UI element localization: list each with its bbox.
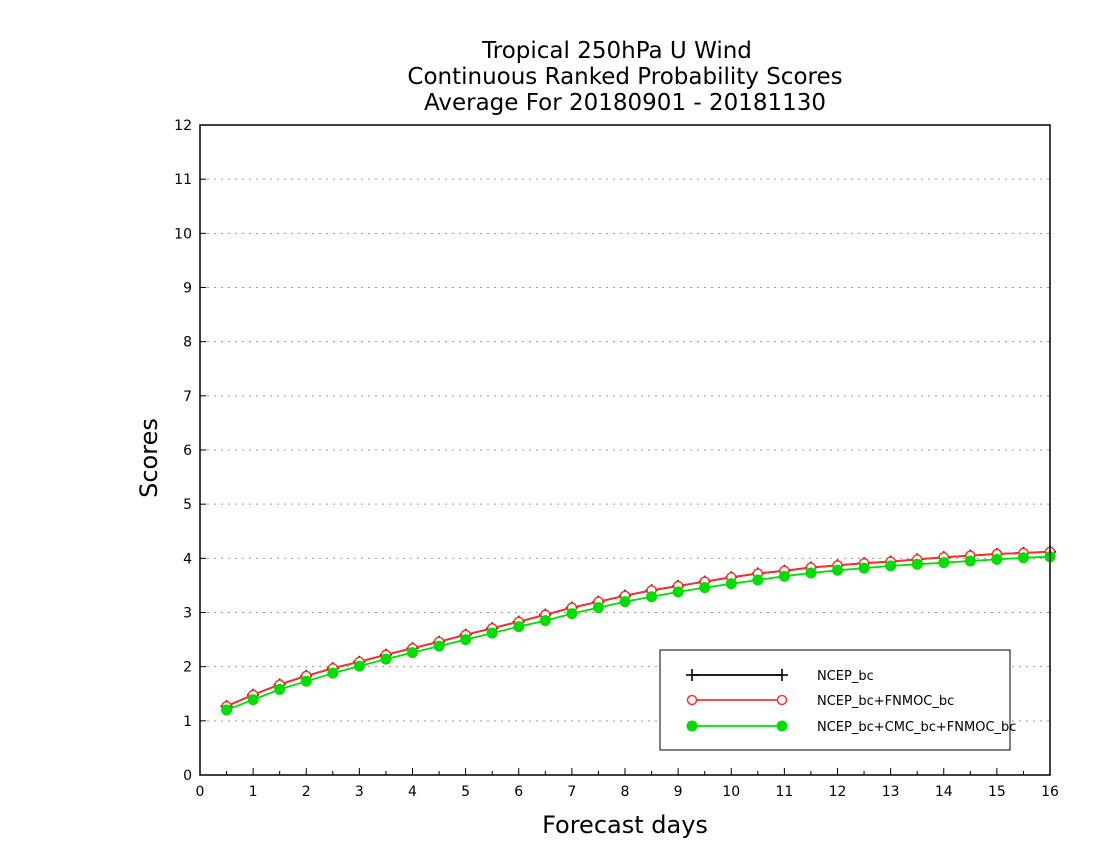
legend-label-1: NCEP_bc+FNMOC_bc xyxy=(817,694,954,709)
y-tick-label: 6 xyxy=(183,443,192,459)
data-point xyxy=(938,557,950,569)
data-point xyxy=(274,683,286,695)
data-point xyxy=(353,660,365,672)
data-point xyxy=(407,647,418,659)
chart-title-line-1: Tropical 250hPa U Wind xyxy=(481,38,752,64)
data-point xyxy=(539,615,551,627)
data-point xyxy=(778,570,790,582)
y-tick-label: 2 xyxy=(183,660,192,676)
data-point xyxy=(460,634,472,646)
data-point xyxy=(300,675,312,687)
x-tick-label: 2 xyxy=(302,784,311,800)
y-tick-label: 5 xyxy=(183,497,192,513)
series-layer xyxy=(220,545,1056,716)
data-point xyxy=(725,578,737,590)
y-tick-label: 11 xyxy=(174,172,192,188)
data-point xyxy=(991,553,1003,565)
data-point xyxy=(832,564,843,576)
data-point xyxy=(380,653,392,665)
y-tick-label: 8 xyxy=(183,335,192,351)
legend-label-2: NCEP_bc+CMC_bc+FNMOC_bc xyxy=(817,720,1016,735)
legend: NCEP_bc NCEP_bc+FNMOC_bc NCEP_bc+CMC_bc+FN… xyxy=(659,649,1016,751)
y-tick-label: 9 xyxy=(183,281,192,297)
data-point xyxy=(619,596,631,608)
x-tick-label: 3 xyxy=(355,784,364,800)
y-tick-label: 1 xyxy=(183,714,192,730)
legend-label-0: NCEP_bc xyxy=(817,669,874,684)
data-point xyxy=(327,667,339,679)
data-point xyxy=(885,560,897,572)
y-tick-label: 12 xyxy=(174,118,192,134)
x-tick-label: 5 xyxy=(461,784,470,800)
x-tick-label: 15 xyxy=(988,784,1006,800)
x-tick-label: 8 xyxy=(621,784,630,800)
data-point xyxy=(592,602,604,614)
data-point xyxy=(513,621,525,633)
legend-marker xyxy=(776,694,788,706)
data-point xyxy=(672,586,684,598)
data-point xyxy=(805,567,817,579)
x-axis-label: Forecast days xyxy=(542,811,708,839)
x-tick-label: 4 xyxy=(408,784,417,800)
x-tick-label: 13 xyxy=(882,784,900,800)
x-tick-label: 9 xyxy=(674,784,683,800)
legend-marker xyxy=(686,720,698,732)
y-tick-label: 3 xyxy=(183,606,192,622)
x-tick-label: 1 xyxy=(249,784,258,800)
legend-marker xyxy=(686,694,698,706)
x-tick-label: 10 xyxy=(722,784,740,800)
data-point xyxy=(566,608,578,620)
chart-title-line-2: Continuous Ranked Probability Scores xyxy=(407,64,842,90)
data-point xyxy=(699,582,711,594)
y-tick-label: 0 xyxy=(183,768,192,784)
legend-marker xyxy=(776,669,788,681)
x-tick-label: 6 xyxy=(514,784,523,800)
data-point xyxy=(646,591,658,603)
x-tick-label: 0 xyxy=(196,784,205,800)
data-point xyxy=(752,574,764,586)
x-tick-label: 14 xyxy=(935,784,953,800)
data-point xyxy=(964,555,976,567)
x-tick-label: 11 xyxy=(775,784,793,800)
chart-title-line-3: Average For 20180901 - 20181130 xyxy=(424,90,826,116)
x-tick-label: 7 xyxy=(567,784,576,800)
data-point xyxy=(221,704,233,716)
data-point xyxy=(433,640,445,652)
y-axis-label: Scores xyxy=(135,418,163,498)
data-point xyxy=(858,562,870,574)
gridlines xyxy=(200,178,1050,722)
x-tick-label: 12 xyxy=(829,784,847,800)
legend-marker xyxy=(776,720,788,732)
data-point xyxy=(247,694,259,706)
data-point xyxy=(1017,552,1029,564)
series-2 xyxy=(221,551,1056,716)
data-point xyxy=(486,627,498,639)
legend-marker xyxy=(686,669,698,681)
x-tick-label: 16 xyxy=(1041,784,1059,800)
y-tick-label: 4 xyxy=(183,551,192,567)
y-tick-label: 7 xyxy=(183,389,192,405)
y-tick-label: 10 xyxy=(174,226,192,242)
data-point xyxy=(911,558,923,570)
